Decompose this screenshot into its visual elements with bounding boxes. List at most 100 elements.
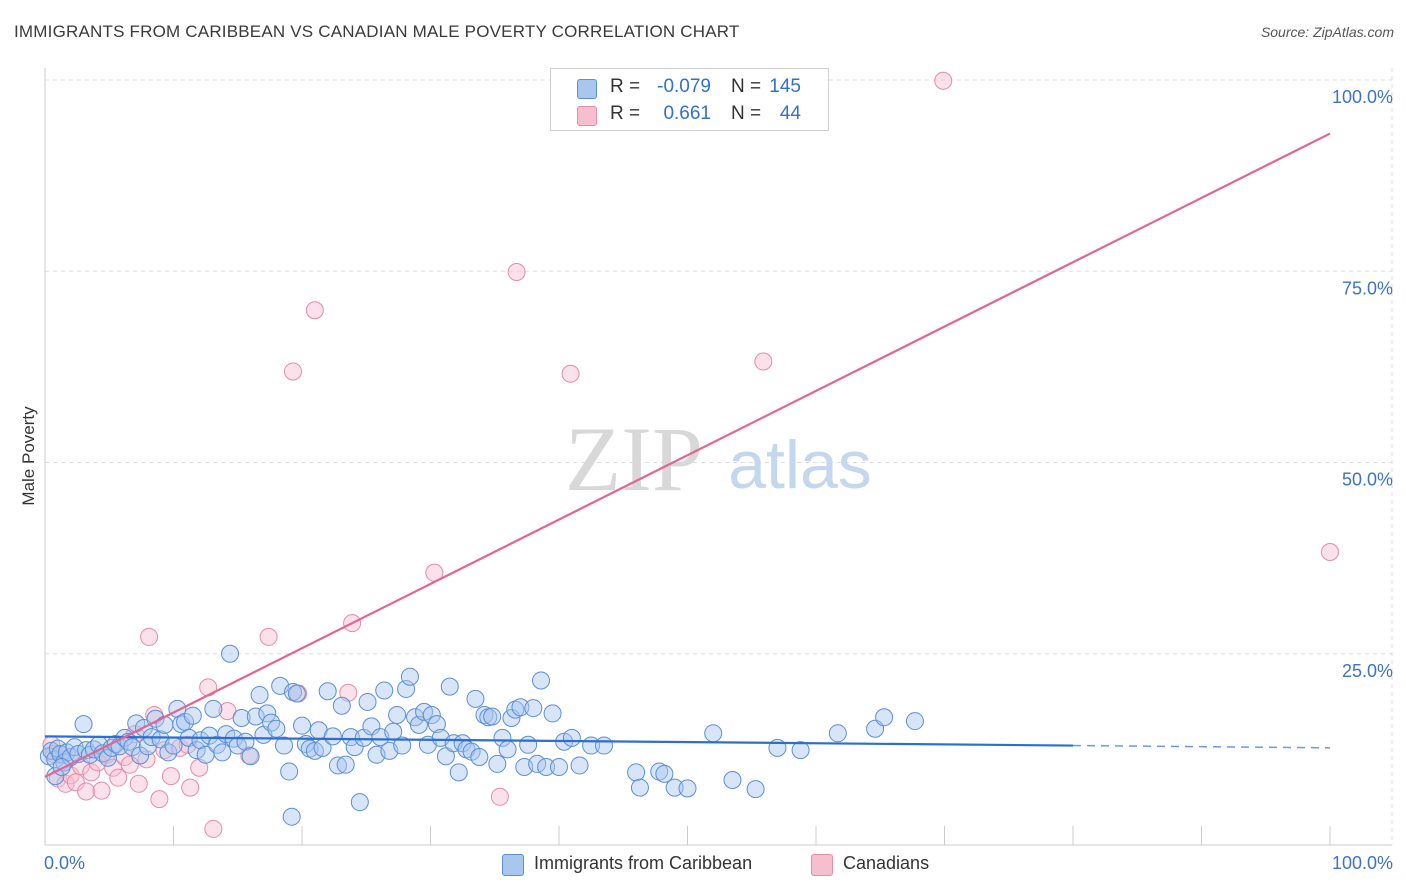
legend-n-value: 145 (769, 76, 801, 97)
caribbean-point (131, 746, 150, 765)
y-tick-label: 25.0% (1342, 661, 1393, 681)
canadians-point (507, 263, 526, 282)
caribbean-point (341, 728, 360, 747)
axes (44, 68, 1392, 846)
canadians-point (284, 362, 303, 381)
caribbean-point (282, 807, 301, 826)
legend-r-value: 0.661 (663, 103, 711, 124)
caribbean-point (328, 756, 347, 775)
caribbean-point (267, 719, 286, 738)
canadians-point (150, 790, 169, 809)
y-tick-label: 100.0% (1332, 87, 1393, 107)
caribbean-point (440, 677, 459, 696)
caribbean-point (393, 736, 412, 755)
caribbean-point (388, 705, 407, 724)
caribbean-point (332, 696, 351, 715)
y-tick-label: 75.0% (1342, 278, 1393, 298)
x-tick-label: 0.0% (44, 853, 85, 873)
legend-swatch-blue (577, 79, 597, 99)
caribbean-point (483, 707, 502, 726)
caribbean-point (630, 778, 649, 797)
caribbean-point (250, 686, 269, 705)
canadians-point (240, 746, 259, 765)
caribbean-point (221, 644, 240, 663)
source-label: Source: ZipAtlas.com (1260, 24, 1394, 40)
legend-r-label: R = (610, 103, 641, 124)
caribbean-trend-extension (1072, 744, 1331, 749)
caribbean-point (543, 704, 562, 723)
series-legend: Immigrants from Caribbean Canadians (0, 852, 1406, 878)
caribbean-point (905, 712, 924, 731)
canadians-point (561, 364, 580, 383)
caribbean-point (258, 704, 277, 723)
caribbean-point (519, 735, 538, 754)
legend-n-label: N = (731, 76, 762, 97)
gridlines (45, 68, 1393, 845)
caribbean-point (665, 778, 684, 797)
axis-labels: 25.0% 50.0% 75.0% 100.0% 0.0% 100.0% Male Pove… (19, 87, 1393, 873)
legend-n-value: 44 (779, 103, 801, 124)
correlation-legend: R = -0.079 N = 145 R = 0.661 N = 44 (550, 68, 829, 131)
canadians-point (754, 352, 773, 371)
chart-title: IMMIGRANTS FROM CARIBBEAN VS CANADIAN MA… (14, 22, 740, 41)
caribbean-point (875, 708, 894, 727)
caribbean-point (723, 770, 742, 789)
caribbean-point (466, 689, 485, 708)
series-label: Canadians (843, 853, 930, 873)
watermark-atlas: atlas (728, 427, 872, 503)
caribbean-point (375, 681, 394, 700)
caribbean-point (350, 793, 369, 812)
caribbean-point (293, 716, 311, 735)
caribbean-point (524, 699, 543, 718)
caribbean-point (358, 692, 377, 711)
caribbean-point (828, 724, 847, 743)
series-label: Immigrants from Caribbean (534, 853, 753, 873)
caribbean-point (213, 743, 232, 762)
caribbean-point (397, 679, 416, 698)
y-axis-title: Male Poverty (19, 406, 38, 506)
canadians-point (92, 781, 111, 800)
caribbean-point (791, 741, 810, 760)
caribbean-point (246, 707, 265, 726)
legend-n-label: N = (731, 103, 762, 124)
caribbean-point (704, 724, 723, 743)
canadians-point (204, 819, 223, 838)
caribbean-point (323, 727, 342, 746)
caribbean-point (655, 764, 674, 783)
caribbean-point (627, 763, 646, 782)
caribbean-point (562, 728, 581, 747)
caribbean-point (336, 755, 355, 774)
legend-row-caribbean: R = -0.079 N = 145 (551, 75, 828, 101)
caribbean-point (52, 757, 71, 776)
caribbean-point (422, 705, 441, 724)
canadians-point (129, 774, 148, 793)
canadians-point (82, 763, 101, 782)
caribbean-point (241, 747, 260, 766)
caribbean-point (537, 757, 556, 776)
canadians-point (259, 627, 278, 646)
caribbean-point (511, 698, 530, 717)
caribbean-point (570, 756, 589, 775)
canadians-point (66, 773, 85, 792)
series-swatch-blue (502, 854, 524, 876)
caribbean-point (594, 736, 613, 755)
caribbean-points (39, 644, 924, 826)
canadians-point (190, 758, 209, 777)
caribbean-point (498, 740, 517, 759)
caribbean-point (280, 762, 299, 781)
canadians-point (161, 767, 180, 786)
caribbean-point (98, 748, 117, 767)
canadians-point (181, 778, 200, 797)
x-tick-label: 100.0% (1332, 853, 1393, 873)
canadians-point (305, 301, 324, 320)
legend-r-value: -0.079 (657, 76, 711, 97)
caribbean-point (318, 682, 337, 701)
caribbean-trend-line (44, 735, 1074, 747)
canadians-point (140, 627, 159, 646)
caribbean-point (74, 715, 93, 734)
caribbean-point (400, 667, 419, 686)
canadians-point (1321, 543, 1339, 562)
caribbean-point (164, 736, 183, 755)
legend-r-label: R = (610, 76, 641, 97)
